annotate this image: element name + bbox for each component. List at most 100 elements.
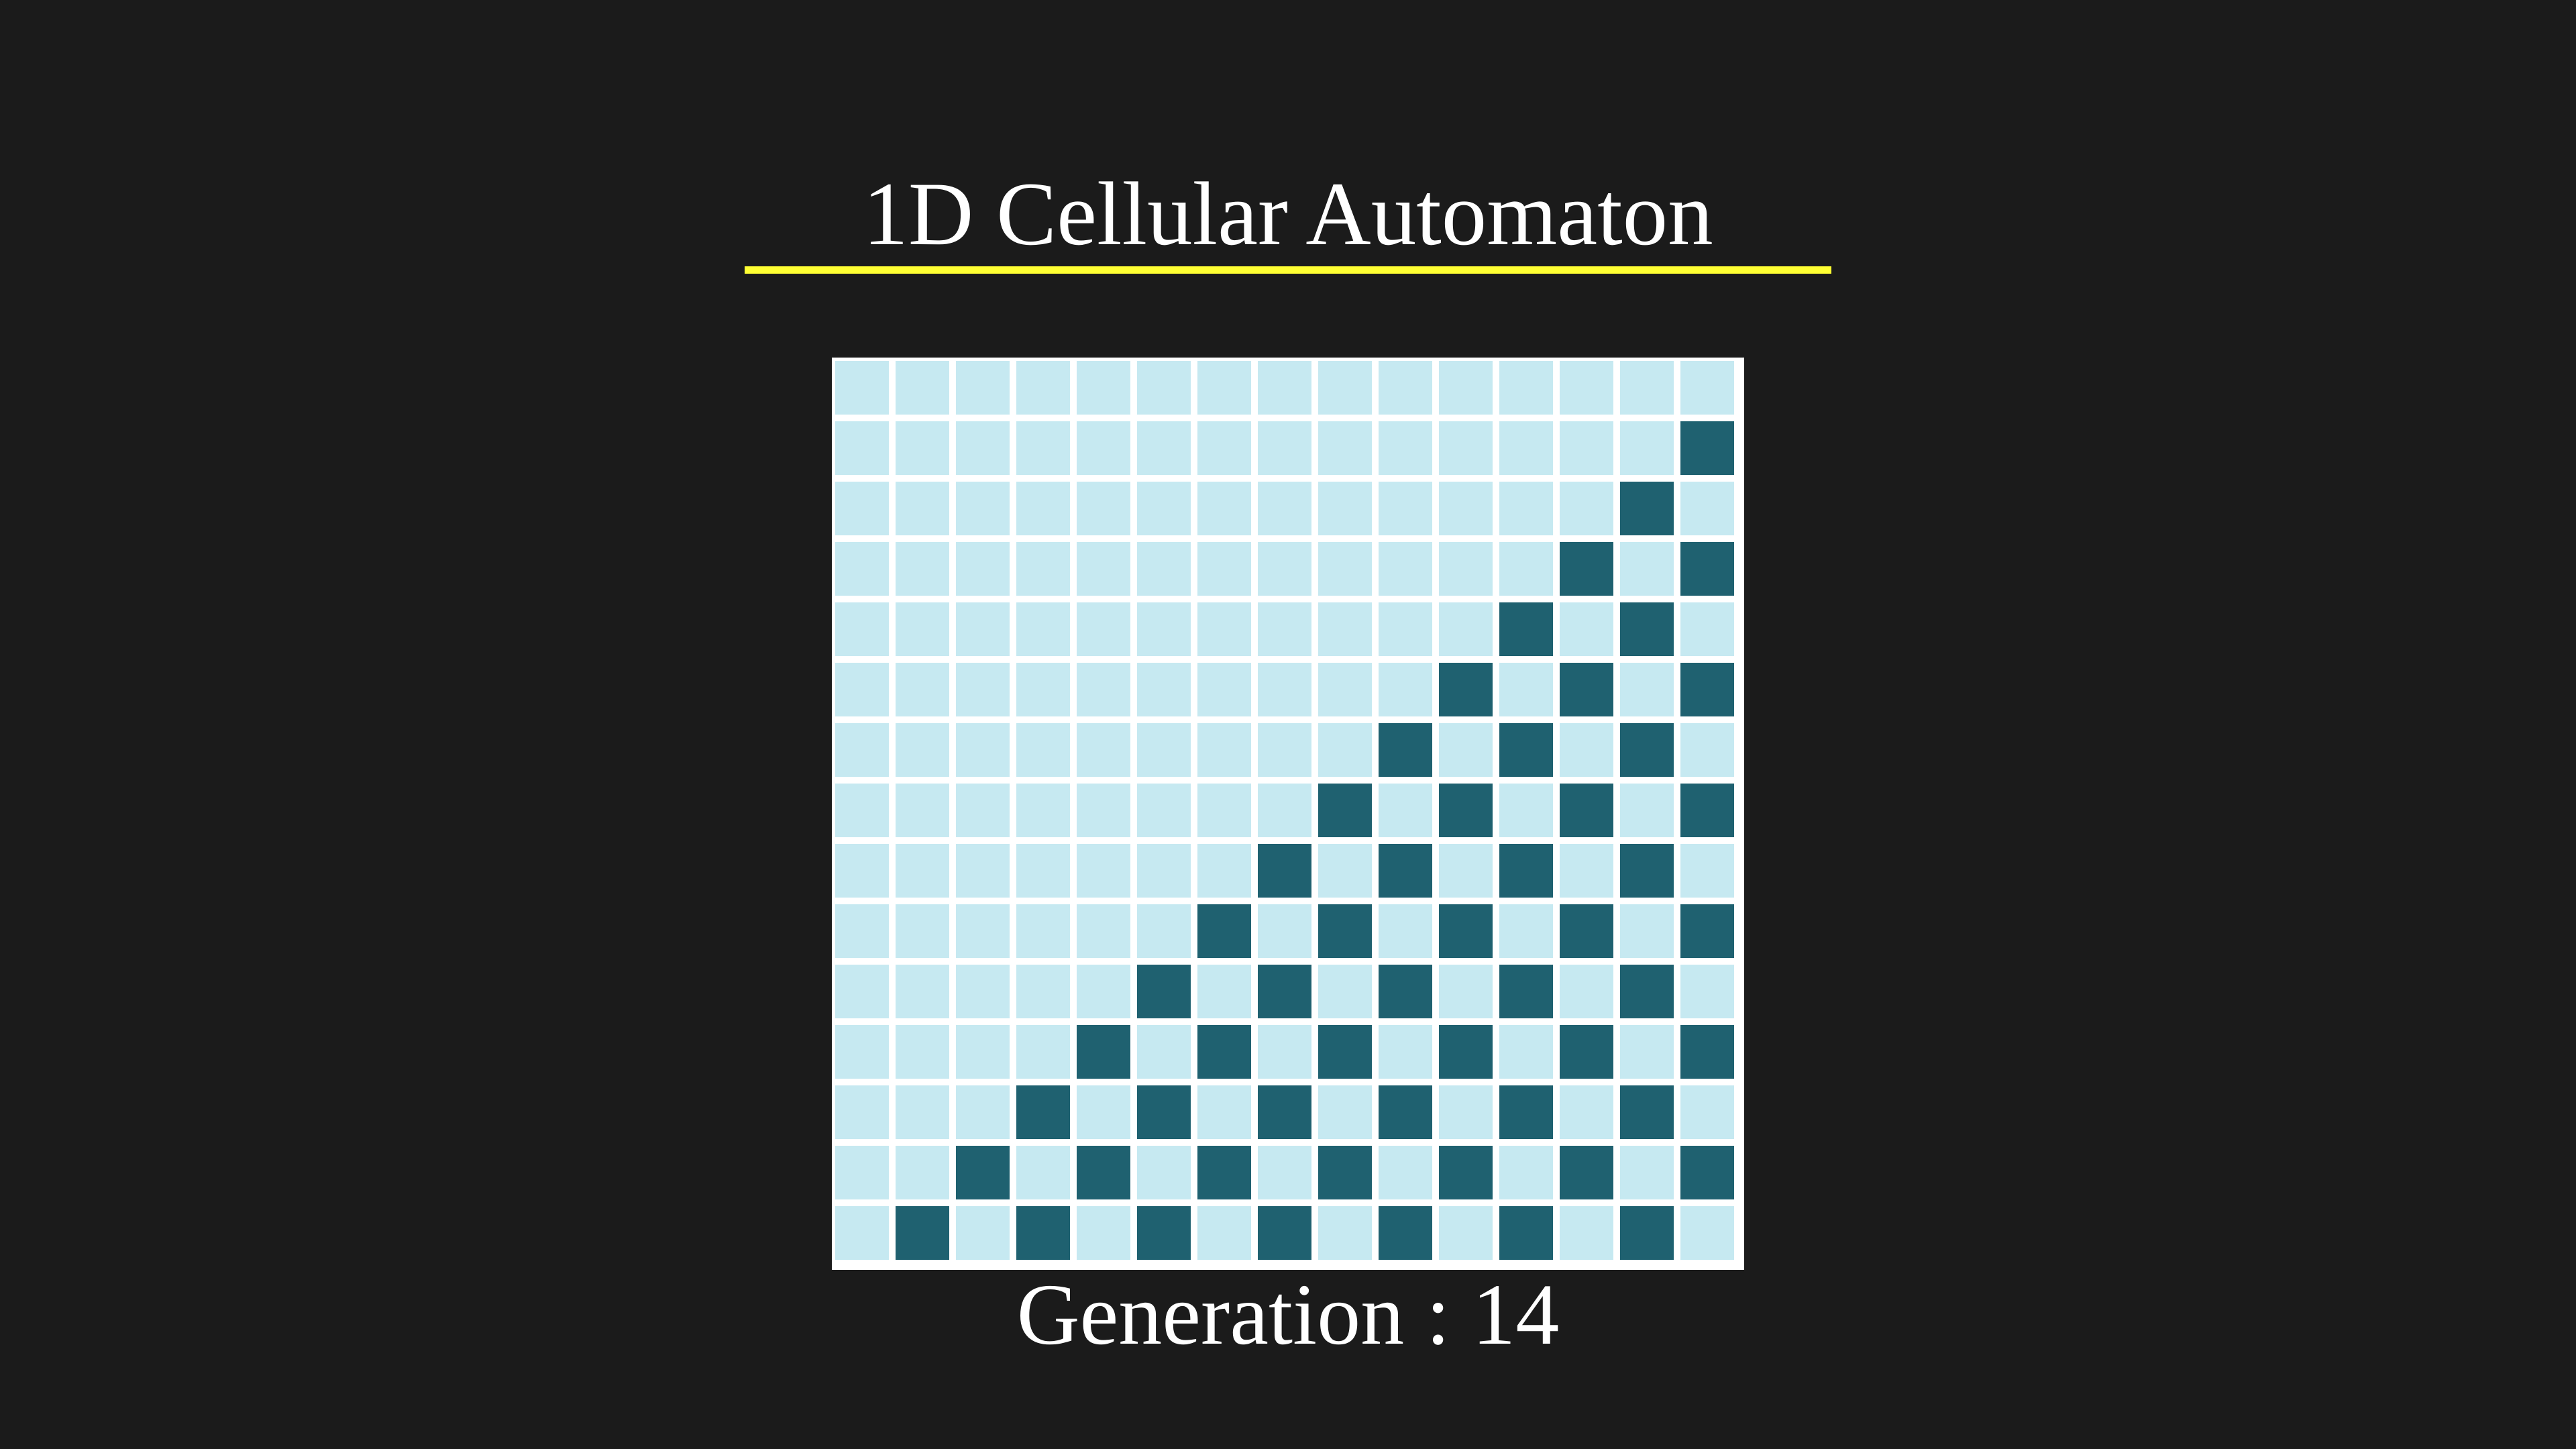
cell-dead xyxy=(1016,965,1070,1018)
cell-dead xyxy=(1560,723,1613,777)
cell-dead xyxy=(1379,482,1432,535)
cell-dead xyxy=(1258,542,1311,596)
cell-dead xyxy=(1680,361,1734,415)
cell-dead xyxy=(1620,784,1674,837)
cell-alive xyxy=(1560,1146,1613,1199)
cell-dead xyxy=(1258,904,1311,958)
cell-alive xyxy=(1680,663,1734,716)
cell-alive xyxy=(1258,844,1311,898)
cell-dead xyxy=(1197,1085,1251,1139)
page-title: 1D Cellular Automaton xyxy=(863,164,1713,264)
title-underline xyxy=(745,266,1831,274)
cell-dead xyxy=(1318,844,1372,898)
cell-alive xyxy=(1077,1025,1130,1079)
cell-alive xyxy=(1318,784,1372,837)
cell-alive xyxy=(1197,904,1251,958)
cell-dead xyxy=(1137,1025,1191,1079)
cell-dead xyxy=(896,602,949,656)
cell-dead xyxy=(1016,1146,1070,1199)
cell-alive xyxy=(1620,602,1674,656)
cell-dead xyxy=(1016,361,1070,415)
cell-dead xyxy=(835,602,889,656)
cell-dead xyxy=(1077,361,1130,415)
cell-dead xyxy=(1197,482,1251,535)
cell-dead xyxy=(956,482,1010,535)
cell-dead xyxy=(835,904,889,958)
cell-alive xyxy=(1680,542,1734,596)
cell-alive xyxy=(1318,1025,1372,1079)
cell-dead xyxy=(835,723,889,777)
cell-alive xyxy=(1016,1085,1070,1139)
cell-dead xyxy=(1137,844,1191,898)
cell-dead xyxy=(896,844,949,898)
cell-dead xyxy=(835,844,889,898)
cell-alive xyxy=(1439,663,1493,716)
cell-dead xyxy=(896,1085,949,1139)
cell-dead xyxy=(1499,784,1553,837)
cell-dead xyxy=(835,421,889,475)
cell-dead xyxy=(1318,965,1372,1018)
cell-alive xyxy=(1620,1085,1674,1139)
automaton-grid xyxy=(832,358,1744,1270)
cell-dead xyxy=(1499,482,1553,535)
cell-dead xyxy=(1016,784,1070,837)
cell-alive xyxy=(1379,965,1432,1018)
cell-alive xyxy=(1560,904,1613,958)
cell-dead xyxy=(956,663,1010,716)
cell-dead xyxy=(1077,784,1130,837)
cell-dead xyxy=(956,723,1010,777)
cell-dead xyxy=(1620,1025,1674,1079)
cell-dead xyxy=(1016,904,1070,958)
cell-dead xyxy=(1680,1206,1734,1260)
cell-dead xyxy=(1560,602,1613,656)
cell-dead xyxy=(1077,482,1130,535)
cell-dead xyxy=(1197,421,1251,475)
cell-dead xyxy=(1499,1146,1553,1199)
cell-dead xyxy=(1318,663,1372,716)
cell-alive xyxy=(1137,1206,1191,1260)
cell-alive xyxy=(1379,1206,1432,1260)
cell-dead xyxy=(956,1206,1010,1260)
cell-dead xyxy=(1077,542,1130,596)
cell-dead xyxy=(1560,1085,1613,1139)
cell-alive xyxy=(1258,965,1311,1018)
cell-dead xyxy=(1439,965,1493,1018)
cell-dead xyxy=(1137,663,1191,716)
cell-dead xyxy=(1379,361,1432,415)
cell-dead xyxy=(1318,482,1372,535)
cell-dead xyxy=(1077,723,1130,777)
cell-dead xyxy=(1680,1085,1734,1139)
cell-dead xyxy=(1439,602,1493,656)
cell-dead xyxy=(1499,421,1553,475)
cell-dead xyxy=(1137,542,1191,596)
cell-alive xyxy=(1197,1025,1251,1079)
cell-alive xyxy=(1499,602,1553,656)
cell-dead xyxy=(1499,542,1553,596)
cell-dead xyxy=(896,421,949,475)
cell-dead xyxy=(1318,723,1372,777)
cell-dead xyxy=(956,965,1010,1018)
cell-dead xyxy=(1197,965,1251,1018)
cell-dead xyxy=(1318,602,1372,656)
cell-dead xyxy=(1077,602,1130,656)
cell-dead xyxy=(835,965,889,1018)
cell-dead xyxy=(1680,844,1734,898)
cell-dead xyxy=(1016,602,1070,656)
cell-dead xyxy=(956,542,1010,596)
cell-dead xyxy=(1197,1206,1251,1260)
cell-dead xyxy=(1197,723,1251,777)
cell-alive xyxy=(1680,1146,1734,1199)
cell-dead xyxy=(835,1206,889,1260)
cell-alive xyxy=(1499,1085,1553,1139)
cell-alive xyxy=(1439,784,1493,837)
cell-dead xyxy=(1258,421,1311,475)
cell-dead xyxy=(1379,421,1432,475)
cell-dead xyxy=(1379,1146,1432,1199)
cell-dead xyxy=(1258,602,1311,656)
cell-dead xyxy=(1137,482,1191,535)
cell-dead xyxy=(1137,602,1191,656)
cell-alive xyxy=(1379,1085,1432,1139)
cell-dead xyxy=(1439,482,1493,535)
cell-dead xyxy=(1137,361,1191,415)
cell-alive xyxy=(1499,723,1553,777)
